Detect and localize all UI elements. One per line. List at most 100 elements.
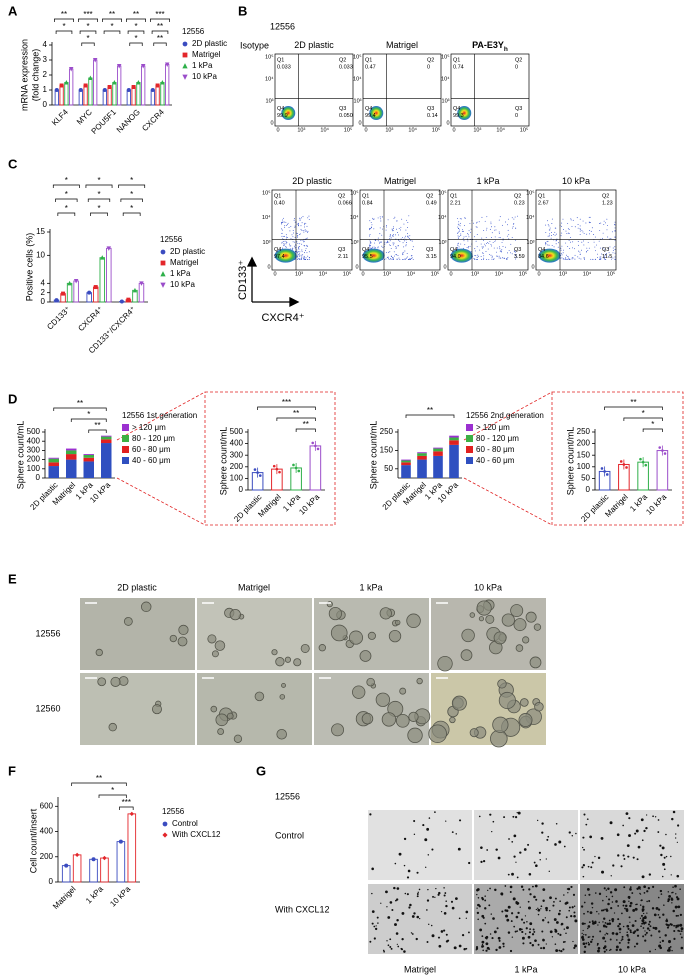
cell [658, 896, 660, 899]
event [462, 229, 463, 231]
quadrant-value: 0.47 [365, 64, 376, 70]
event [498, 237, 500, 238]
significance-label: * [86, 22, 89, 31]
event [294, 225, 296, 227]
y-tick-label: 150 [577, 450, 591, 459]
event [407, 236, 409, 238]
event [380, 241, 382, 243]
event [299, 243, 301, 245]
event [284, 224, 286, 226]
legend-label: 80 - 120 μm [132, 434, 175, 443]
event [408, 238, 410, 240]
event [379, 242, 380, 244]
micrograph [80, 673, 195, 745]
sphere [207, 634, 217, 644]
legend-title: 12556 [162, 807, 185, 816]
legend-swatch [466, 457, 473, 464]
legend-swatch [122, 446, 129, 453]
legend-label: 10 kPa [192, 72, 217, 81]
event [502, 238, 504, 240]
event [459, 222, 461, 224]
event [562, 252, 564, 254]
cell [581, 938, 585, 941]
cell [554, 843, 557, 846]
event [380, 218, 381, 220]
marker [91, 857, 96, 862]
cell [559, 909, 561, 912]
event [283, 241, 285, 243]
sphere [406, 613, 421, 629]
significance-bracket [276, 417, 316, 421]
event [566, 233, 568, 234]
flow-tick-label: 10⁵ [344, 126, 352, 133]
cell [608, 898, 611, 901]
cell [573, 905, 576, 907]
cell [458, 917, 461, 920]
event [299, 233, 301, 235]
event [283, 245, 285, 247]
quadrant-value: 2.11 [338, 254, 348, 260]
cell [644, 933, 647, 936]
event [297, 223, 299, 225]
event [498, 231, 500, 233]
cell [657, 831, 660, 833]
cell [640, 925, 642, 928]
cell [386, 940, 388, 942]
cell [667, 891, 670, 893]
event [392, 244, 394, 246]
sphere [123, 617, 133, 626]
cell [598, 921, 600, 924]
cell [453, 946, 457, 950]
cell [604, 945, 607, 948]
event [407, 235, 409, 237]
sphere [518, 713, 533, 728]
cell [404, 892, 407, 895]
event [411, 257, 413, 259]
event [463, 236, 465, 238]
cell [588, 893, 591, 896]
event [385, 251, 387, 253]
cell [565, 926, 569, 930]
cell [611, 932, 615, 935]
cell [661, 875, 664, 878]
event [514, 254, 516, 256]
cell [511, 840, 514, 843]
sphere [510, 604, 524, 618]
y-tick-label: 2 [43, 70, 48, 79]
event [375, 239, 377, 241]
event [294, 221, 296, 223]
event [460, 233, 462, 235]
event [405, 257, 407, 259]
event [612, 252, 614, 254]
cell [513, 855, 516, 858]
cell [455, 897, 458, 900]
significance-label: ** [157, 22, 163, 31]
cell [377, 922, 379, 924]
cell [616, 932, 618, 935]
flow-plot: Q12.21Q20.23Q33.59Q494.00010³10³10⁴10⁴10… [438, 189, 529, 277]
event [475, 226, 477, 228]
significance-bracket [87, 198, 111, 202]
cell [481, 940, 485, 944]
cell [438, 891, 441, 895]
sphere [493, 631, 507, 645]
quadrant-value: 99.9 [277, 113, 288, 119]
marker [88, 75, 93, 80]
event [513, 218, 515, 220]
cell [670, 855, 672, 858]
cell [605, 895, 608, 898]
y-tick-label: 15 [36, 227, 45, 236]
event [467, 234, 469, 236]
legend-label: 2D plastic [170, 247, 205, 256]
cell [670, 874, 672, 876]
event [297, 256, 299, 258]
event [565, 257, 567, 259]
event [287, 222, 289, 224]
quadrant-value: 95.5 [362, 254, 373, 260]
event [406, 219, 408, 221]
flow-tick-label: 10³ [442, 98, 450, 104]
event [581, 241, 583, 243]
cell [648, 873, 652, 876]
cell [573, 915, 576, 918]
